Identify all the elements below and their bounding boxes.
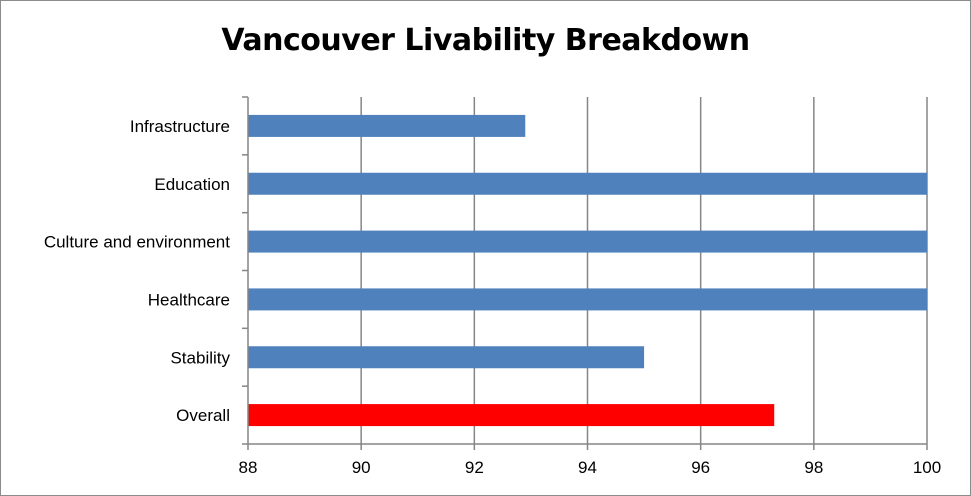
bar-education	[248, 172, 927, 195]
bar-stability	[248, 346, 645, 369]
x-tick-label-2: 92	[465, 458, 484, 477]
bar-infrastructure	[248, 114, 526, 137]
category-label-infrastructure: Infrastructure	[130, 117, 230, 136]
category-label-stability: Stability	[170, 348, 230, 367]
chart-title: Vancouver Livability Breakdown	[221, 23, 750, 58]
category-label-overall: Overall	[176, 406, 230, 425]
bar-healthcare	[248, 288, 927, 311]
category-label-culture-and-environment: Culture and environment	[44, 233, 230, 252]
category-label-healthcare: Healthcare	[148, 290, 230, 309]
x-tick-label-4: 96	[691, 458, 710, 477]
x-tick-label-1: 90	[352, 458, 371, 477]
bar-culture-and-environment	[248, 230, 927, 253]
x-tick-label-5: 98	[804, 458, 823, 477]
x-tick-label-6: 100	[913, 458, 941, 477]
x-tick-label-0: 88	[239, 458, 258, 477]
x-tick-label-3: 94	[578, 458, 597, 477]
bar-overall	[248, 404, 775, 427]
category-label-education: Education	[154, 175, 230, 194]
